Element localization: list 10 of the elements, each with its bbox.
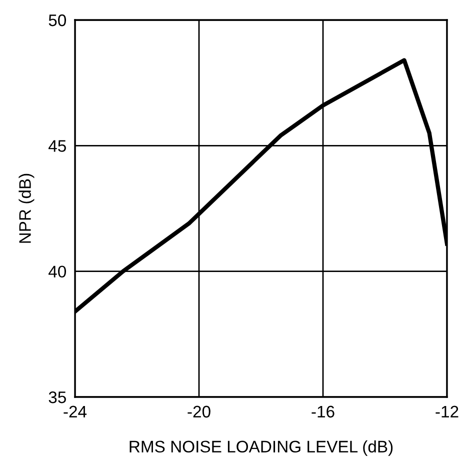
y-tick-label: 40 — [48, 266, 66, 278]
y-axis-title: NPR (dB) — [18, 174, 34, 243]
x-axis-title: RMS NOISE LOADING LEVEL (dB) — [130, 440, 393, 456]
y-tick-label: 45 — [48, 140, 66, 152]
x-tick-label: -20 — [188, 406, 210, 418]
x-tick-label: -16 — [312, 406, 334, 418]
y-tick-label: 50 — [48, 14, 66, 26]
x-tick-label: -24 — [64, 406, 87, 418]
x-tick-label: -12 — [436, 406, 458, 418]
y-tick-label: 35 — [48, 391, 66, 404]
